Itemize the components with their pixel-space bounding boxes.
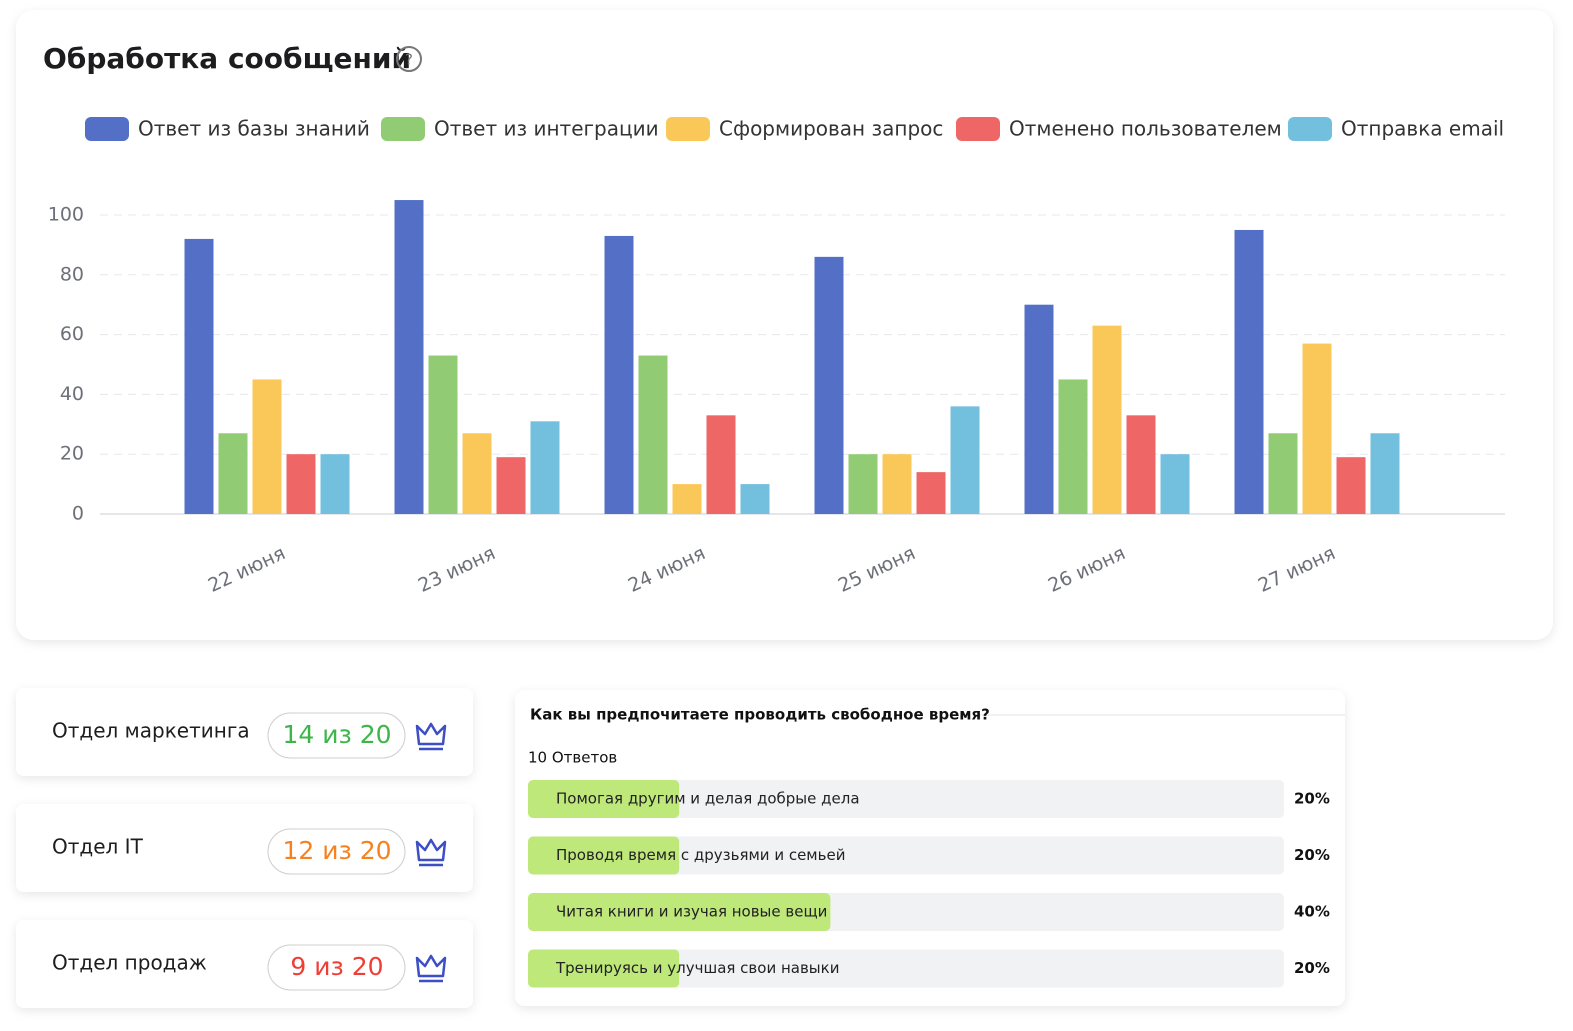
department-name: Отдел маркетинга	[52, 719, 250, 743]
legend-label[interactable]: Ответ из базы знаний	[138, 117, 370, 141]
poll-track	[528, 780, 1284, 818]
bar	[882, 454, 912, 514]
y-tick-label: 100	[48, 204, 84, 226]
bar	[706, 415, 736, 514]
legend-swatch[interactable]	[1288, 117, 1332, 141]
bar	[394, 200, 424, 515]
bar	[848, 454, 878, 514]
poll-bar	[528, 836, 680, 875]
legend-label[interactable]: Ответ из интеграции	[434, 117, 659, 141]
poll-option: Тренируясь и улучшая свои навыки	[555, 959, 839, 977]
legend-swatch[interactable]	[666, 117, 710, 141]
y-tick-label: 20	[60, 443, 84, 465]
poll-bar	[528, 949, 680, 988]
score-pill	[267, 828, 406, 875]
bar	[286, 454, 316, 514]
bar	[814, 256, 844, 514]
crown-icon[interactable]	[415, 838, 447, 867]
legend-label[interactable]: Отправка email	[1341, 117, 1504, 141]
bar	[1268, 433, 1298, 514]
bar	[1234, 229, 1264, 514]
department-name: Отдел продаж	[52, 951, 207, 975]
bar	[740, 484, 770, 514]
poll-percent: 20%	[1294, 959, 1330, 977]
poll-bar	[528, 780, 680, 818]
bar	[672, 484, 702, 514]
poll-percent: 40%	[1294, 903, 1330, 921]
bar	[320, 454, 350, 514]
bar	[530, 421, 560, 514]
poll-percent: 20%	[1294, 846, 1330, 864]
bar	[1092, 325, 1122, 514]
score: 12 из 20	[282, 836, 391, 865]
poll-percent: 20%	[1294, 790, 1330, 808]
legend-swatch[interactable]	[956, 117, 1000, 141]
bar	[1302, 343, 1332, 514]
legend-swatch[interactable]	[381, 117, 425, 141]
legend-swatch[interactable]	[85, 117, 129, 141]
bar	[1370, 433, 1400, 514]
bar	[428, 355, 458, 514]
poll-answers: 10 Ответов	[528, 749, 617, 767]
bar	[496, 457, 526, 514]
y-tick-label: 40	[60, 383, 84, 405]
bar	[1336, 457, 1366, 514]
poll-track	[528, 836, 1284, 875]
poll-option: Проводя время с друзьями и семьей	[556, 846, 845, 864]
bar	[950, 406, 980, 514]
bar	[252, 379, 282, 514]
score: 9 из 20	[290, 952, 383, 981]
bar	[184, 238, 214, 515]
bar	[462, 433, 492, 514]
y-tick-label: 60	[60, 323, 84, 345]
y-tick-label: 0	[72, 503, 84, 525]
bar	[1024, 304, 1054, 514]
score-pill	[267, 944, 406, 991]
poll-track	[528, 949, 1284, 988]
crown-icon[interactable]	[415, 954, 447, 983]
department-name: Отдел IT	[52, 835, 144, 859]
legend-label[interactable]: Отменено пользователем	[1009, 117, 1282, 141]
chart-title: Обработка сообщений	[43, 42, 411, 75]
bar	[1058, 379, 1088, 514]
bar	[638, 355, 668, 514]
poll-bar	[528, 893, 831, 931]
score: 14 из 20	[282, 720, 391, 749]
score-pill	[267, 712, 406, 759]
poll-option: Читая книги и изучая новые вещи	[556, 903, 827, 921]
legend-label[interactable]: Сформирован запрос	[719, 117, 943, 141]
poll-option: Помогая другим и делая добрые дела	[556, 790, 860, 808]
help-icon[interactable]: ?	[396, 46, 422, 72]
poll-question: Как вы предпочитаете проводить свободное…	[530, 706, 990, 724]
y-tick-label: 80	[60, 263, 84, 285]
bar	[1160, 454, 1190, 514]
bar	[916, 472, 946, 514]
svg-text:?: ?	[405, 51, 413, 69]
crown-icon[interactable]	[415, 722, 447, 751]
bar	[218, 433, 248, 514]
bar	[604, 235, 634, 514]
bar	[1126, 415, 1156, 514]
